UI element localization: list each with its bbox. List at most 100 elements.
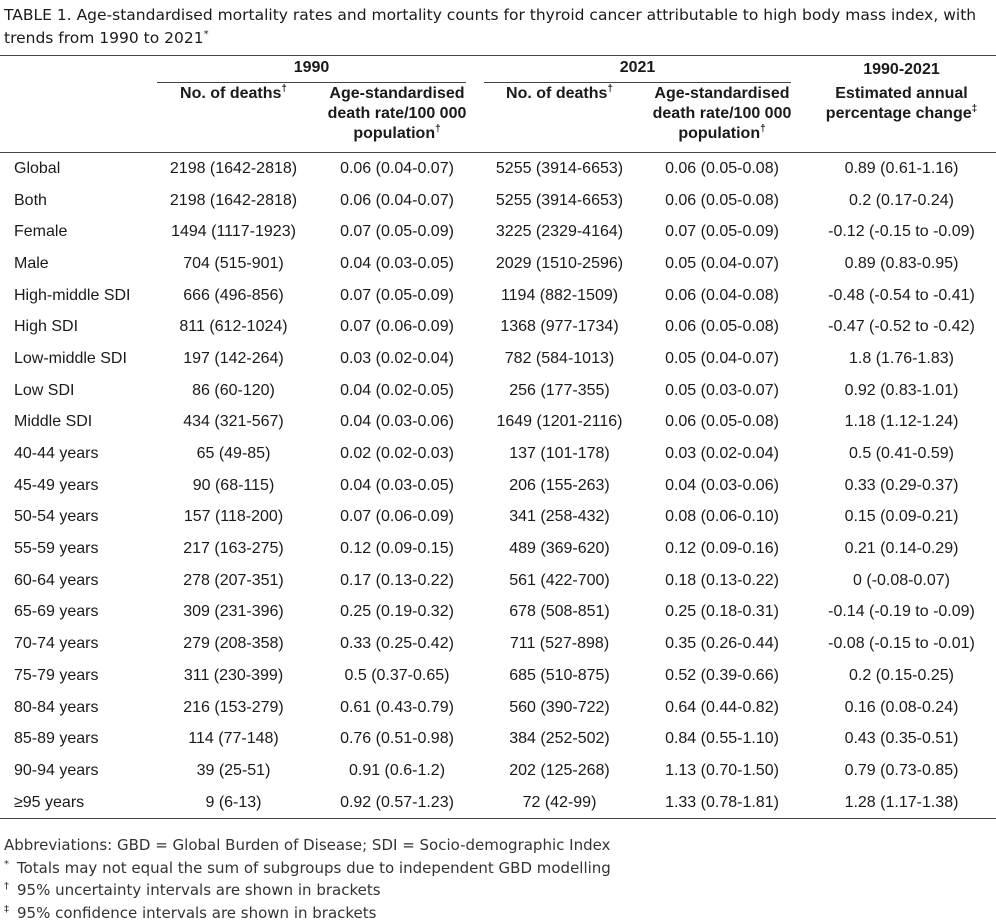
cell: 560 (390-722)	[482, 692, 637, 724]
cell: 0.07 (0.06-0.09)	[312, 502, 482, 534]
cell: 704 (515-901)	[155, 248, 312, 280]
column-header: Estimated annual percentage change‡	[807, 84, 996, 153]
row-label: ≥95 years	[0, 787, 155, 819]
cell: 0.06 (0.05-0.08)	[637, 407, 807, 439]
cell: 0.12 (0.09-0.16)	[637, 533, 807, 565]
cell: 256 (177-355)	[482, 375, 637, 407]
cell: 137 (101-178)	[482, 438, 637, 470]
column-header: No. of deaths†	[482, 84, 637, 153]
cell: 0.76 (0.51-0.98)	[312, 723, 482, 755]
cell: 0.12 (0.09-0.15)	[312, 533, 482, 565]
cell: 1.33 (0.78-1.81)	[637, 787, 807, 819]
cell: 157 (118-200)	[155, 502, 312, 534]
cell: 0.04 (0.03-0.06)	[312, 407, 482, 439]
column-label: No. of deaths	[180, 85, 281, 102]
column-mark: †	[435, 124, 441, 135]
cell: 0.2 (0.17-0.24)	[807, 185, 996, 217]
cell: 0.04 (0.02-0.05)	[312, 375, 482, 407]
cell: 0 (-0.08-0.07)	[807, 565, 996, 597]
cell: 1.8 (1.76-1.83)	[807, 343, 996, 375]
row-label: 65-69 years	[0, 597, 155, 629]
cell: 86 (60-120)	[155, 375, 312, 407]
footnote-mark: ‡	[4, 904, 9, 915]
cell: 0.92 (0.57-1.23)	[312, 787, 482, 819]
cell: 489 (369-620)	[482, 533, 637, 565]
cell: -0.08 (-0.15 to -0.01)	[807, 628, 996, 660]
cell: 217 (163-275)	[155, 533, 312, 565]
cell: 216 (153-279)	[155, 692, 312, 724]
column-header: Age-standardised death rate/100 000 popu…	[637, 84, 807, 153]
group-label: 2021	[484, 58, 791, 83]
cell: 1649 (1201-2116)	[482, 407, 637, 439]
cell: 685 (510-875)	[482, 660, 637, 692]
cell: 434 (321-567)	[155, 407, 312, 439]
column-mark: †	[607, 84, 613, 95]
footnote: † 95% uncertainty intervals are shown in …	[4, 879, 611, 902]
group-label: 1990	[157, 58, 466, 83]
corner-cell	[0, 84, 155, 153]
column-mark: †	[760, 124, 766, 135]
row-label: 50-54 years	[0, 502, 155, 534]
column-header: No. of deaths†	[155, 84, 312, 153]
table-title: TABLE 1. Age-standardised mortality rate…	[4, 4, 989, 50]
cell: 0.16 (0.08-0.24)	[807, 692, 996, 724]
cell: 0.2 (0.15-0.25)	[807, 660, 996, 692]
cell: 2029 (1510-2596)	[482, 248, 637, 280]
cell: 5255 (3914-6653)	[482, 153, 637, 185]
cell: 0.06 (0.04-0.08)	[637, 280, 807, 312]
cell: -0.12 (-0.15 to -0.09)	[807, 216, 996, 248]
cell: 0.04 (0.03-0.06)	[637, 470, 807, 502]
footnote-mark: †	[4, 881, 9, 892]
cell: 0.79 (0.73-0.85)	[807, 755, 996, 787]
cell: 0.33 (0.25-0.42)	[312, 628, 482, 660]
cell: 0.06 (0.04-0.07)	[312, 153, 482, 185]
cell: 1194 (882-1509)	[482, 280, 637, 312]
corner-cell	[0, 56, 155, 85]
row-label: 80-84 years	[0, 692, 155, 724]
footnote: *Totals may not equal the sum of subgrou…	[4, 857, 611, 880]
cell: 0.5 (0.37-0.65)	[312, 660, 482, 692]
row-label: 45-49 years	[0, 470, 155, 502]
cell: 1.13 (0.70-1.50)	[637, 755, 807, 787]
cell: 5255 (3914-6653)	[482, 185, 637, 217]
footnote-text: 95% confidence intervals are shown in br…	[17, 904, 376, 922]
cell: 811 (612-1024)	[155, 311, 312, 343]
cell: 0.91 (0.6-1.2)	[312, 755, 482, 787]
row-label: 70-74 years	[0, 628, 155, 660]
row-label: Both	[0, 185, 155, 217]
cell: 0.03 (0.02-0.04)	[637, 438, 807, 470]
footnote-text: 95% uncertainty intervals are shown in b…	[17, 881, 381, 899]
cell: -0.47 (-0.52 to -0.42)	[807, 311, 996, 343]
cell: 311 (230-399)	[155, 660, 312, 692]
cell: -0.48 (-0.54 to -0.41)	[807, 280, 996, 312]
cell: 0.02 (0.02-0.03)	[312, 438, 482, 470]
cell: 206 (155-263)	[482, 470, 637, 502]
row-label: 40-44 years	[0, 438, 155, 470]
cell: 1368 (977-1734)	[482, 311, 637, 343]
cell: 0.64 (0.44-0.82)	[637, 692, 807, 724]
row-label: 55-59 years	[0, 533, 155, 565]
cell: 0.06 (0.05-0.08)	[637, 153, 807, 185]
cell: 0.07 (0.05-0.09)	[312, 280, 482, 312]
cell: 782 (584-1013)	[482, 343, 637, 375]
cell: 678 (508-851)	[482, 597, 637, 629]
footnote-text: Totals may not equal the sum of subgroup…	[17, 859, 611, 877]
group-header: 1990	[155, 56, 482, 85]
cell: 39 (25-51)	[155, 755, 312, 787]
row-label: 90-94 years	[0, 755, 155, 787]
cell: 0.89 (0.83-0.95)	[807, 248, 996, 280]
row-label: 60-64 years	[0, 565, 155, 597]
title-mark: *	[204, 29, 209, 40]
